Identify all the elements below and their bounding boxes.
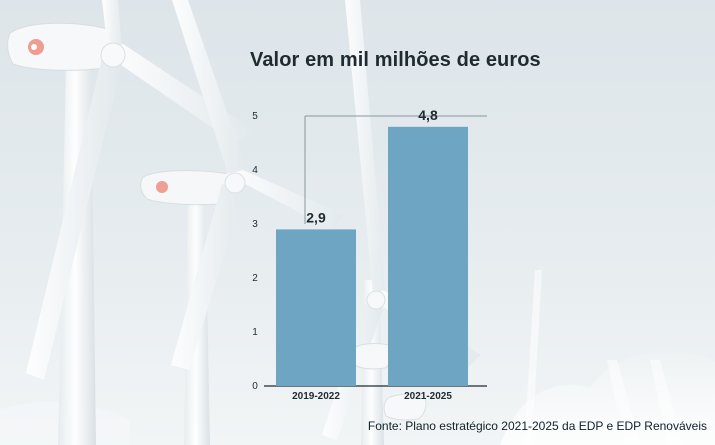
y-tick-label: 0 — [252, 381, 258, 392]
value-label-2021-2025: 4,8 — [418, 107, 438, 123]
chart-labels: 2,9 2019-2022 4,8 2021-2025 — [292, 107, 452, 402]
x-tick-label-2019-2022: 2019-2022 — [292, 391, 340, 402]
value-label-2019-2022: 2,9 — [306, 209, 326, 225]
chart-title: Valor em mil milhões de euros — [250, 49, 541, 71]
chart-bars — [276, 126, 468, 387]
y-tick-label: 4 — [252, 165, 258, 176]
source-note: Fonte: Plano estratégico 2021-2025 da ED… — [367, 419, 707, 433]
x-tick-label-2021-2025: 2021-2025 — [404, 391, 452, 402]
y-tick-label: 5 — [252, 111, 258, 122]
y-tick-label: 1 — [252, 327, 258, 338]
y-tick-label: 3 — [252, 219, 258, 230]
bar-2019-2022 — [276, 229, 356, 386]
y-tick-label: 2 — [252, 273, 258, 284]
bar-2021-2025 — [388, 126, 468, 387]
